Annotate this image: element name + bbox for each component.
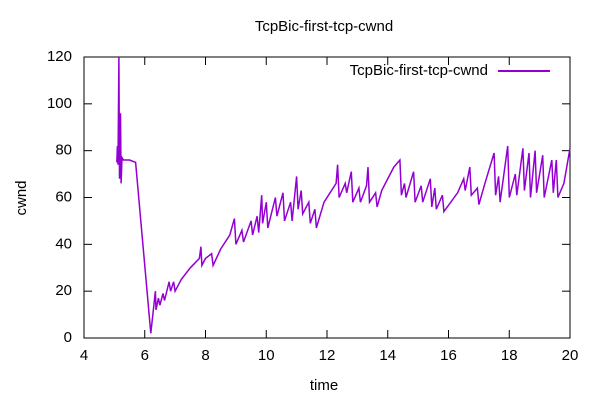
y-axis-label: cwnd: [13, 180, 30, 215]
y-tick-label: 100: [47, 95, 72, 112]
x-tick-label: 16: [440, 347, 457, 364]
x-tick-label: 18: [501, 347, 518, 364]
y-tick-label: 40: [55, 235, 72, 252]
x-axis-label: time: [310, 377, 338, 394]
y-tick-label: 120: [47, 48, 72, 65]
y-tick-label: 60: [55, 188, 72, 205]
data-line: [116, 56, 571, 334]
x-tick-label: 14: [379, 347, 396, 364]
x-tick-label: 12: [319, 347, 336, 364]
chart-title: TcpBic-first-tcp-cwnd: [255, 18, 393, 35]
y-tick-label: 20: [55, 282, 72, 299]
x-tick-label: 10: [258, 347, 275, 364]
x-tick-label: 8: [201, 347, 209, 364]
legend-label: TcpBic-first-tcp-cwnd: [350, 62, 488, 79]
x-tick-label: 6: [141, 347, 149, 364]
y-tick-label: 0: [64, 329, 72, 346]
x-tick-label: 20: [562, 347, 579, 364]
x-tick-label: 4: [80, 347, 88, 364]
y-tick-label: 80: [55, 142, 72, 159]
